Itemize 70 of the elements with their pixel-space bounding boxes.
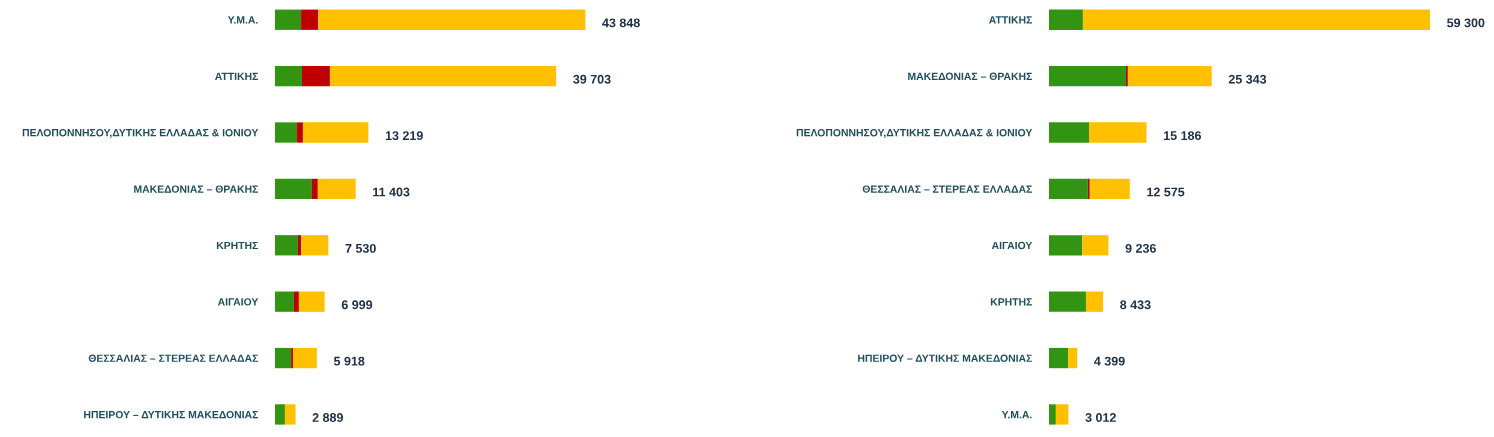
bar xyxy=(329,65,557,87)
bar xyxy=(297,235,302,256)
annotation: 59 300 xyxy=(1447,18,1485,28)
annotation: 7 530 xyxy=(345,243,376,253)
annotation: 43 848 xyxy=(602,18,640,28)
y-tick-label: Υ.Μ.Α. xyxy=(1001,411,1032,419)
bar xyxy=(1089,178,1130,200)
y-tick-label: ΗΠΕΙΡΟΥ – ΔΥΤΙΚΗΣ ΜΑΚΕΔΟΝΙΑΣ xyxy=(84,410,259,419)
bar xyxy=(1049,347,1069,369)
bar xyxy=(275,178,312,200)
annotation: 8 433 xyxy=(1120,300,1151,310)
annotation: 25 343 xyxy=(1228,74,1267,84)
bar xyxy=(1068,347,1078,369)
bar xyxy=(317,178,356,200)
y-tick-label: ΚΡΗΤΗΣ xyxy=(216,241,259,250)
y-tick-label: ΑΙΓΑΙΟΥ xyxy=(217,298,259,306)
y-tick-label: Υ.Μ.Α. xyxy=(227,16,258,24)
y-tick-label: ΗΠΕΙΡΟΥ – ΔΥΤΙΚΗΣ ΜΑΚΕΔΟΝΙΑΣ xyxy=(858,354,1033,362)
bar xyxy=(275,65,302,87)
bar xyxy=(302,122,369,143)
annotation: 13 219 xyxy=(385,131,423,141)
bar xyxy=(1049,178,1088,200)
bar xyxy=(1049,235,1083,256)
annotation: 5 918 xyxy=(333,356,365,366)
bar xyxy=(1089,122,1147,143)
bar xyxy=(1049,291,1086,312)
y-tick-label: ΑΤΤΙΚΗΣ xyxy=(989,16,1033,24)
bar xyxy=(275,404,285,425)
y-tick-label: ΘΕΣΣΑΛΙΑΣ – ΣΤΕΡΕΑΣ ΕΛΛΑΔΑΣ xyxy=(862,185,1033,193)
annotation: 12 575 xyxy=(1147,187,1185,197)
bar xyxy=(302,65,330,87)
annotation: 4 399 xyxy=(1094,356,1125,366)
annotation: 2 889 xyxy=(312,413,343,422)
bar xyxy=(1049,9,1083,30)
y-tick-label: ΘΕΣΣΑΛΙΑΣ – ΣΤΕΡΕΑΣ ΕΛΛΑΔΑΣ xyxy=(88,354,259,362)
y-tick-label: ΜΑΚΕΔΟΝΙΑΣ – ΘΡΑΚΗΣ xyxy=(908,72,1033,80)
bar xyxy=(1055,404,1069,425)
annotation: 3 012 xyxy=(1085,413,1116,422)
bar xyxy=(1085,291,1104,312)
bar xyxy=(275,122,298,143)
bar xyxy=(1049,404,1056,425)
bar xyxy=(298,291,325,312)
annotation: 11 403 xyxy=(373,187,410,197)
bar xyxy=(293,347,317,369)
bar xyxy=(293,291,299,312)
annotation: 15 186 xyxy=(1164,131,1201,141)
y-tick-label: ΠΕΛΟΠΟΝΝΗΣΟΥ,ΔΥΤΙΚΗΣ ΕΛΛΑΔΑΣ & ΙΟΝΙΟΥ xyxy=(22,129,259,138)
annotation: 39 703 xyxy=(573,74,611,84)
bar xyxy=(1049,122,1090,143)
y-tick-label: ΜΑΚΕΔΟΝΙΑΣ – ΘΡΑΚΗΣ xyxy=(134,185,259,193)
y-tick-label: ΑΙΓΑΙΟΥ xyxy=(991,241,1033,250)
bar xyxy=(297,122,303,143)
bar xyxy=(284,404,296,425)
y-tick-label: ΑΤΤΙΚΗΣ xyxy=(215,72,259,80)
bar xyxy=(1127,65,1212,87)
annotation: 6 999 xyxy=(341,300,373,310)
annotation: 9 236 xyxy=(1125,243,1156,253)
bar xyxy=(318,9,586,30)
bar xyxy=(1049,65,1126,87)
bar xyxy=(311,178,318,200)
bar xyxy=(275,347,292,369)
bar xyxy=(275,235,298,256)
y-tick-label: ΚΡΗΤΗΣ xyxy=(990,298,1033,306)
bar xyxy=(275,291,294,312)
bar xyxy=(301,9,319,30)
bar xyxy=(275,9,302,30)
bar xyxy=(301,235,329,256)
bar xyxy=(1082,9,1431,30)
bar xyxy=(1082,235,1109,256)
y-tick-label: ΠΕΛΟΠΟΝΝΗΣΟΥ,ΔΥΤΙΚΗΣ ΕΛΛΑΔΑΣ & ΙΟΝΙΟΥ xyxy=(796,129,1033,138)
